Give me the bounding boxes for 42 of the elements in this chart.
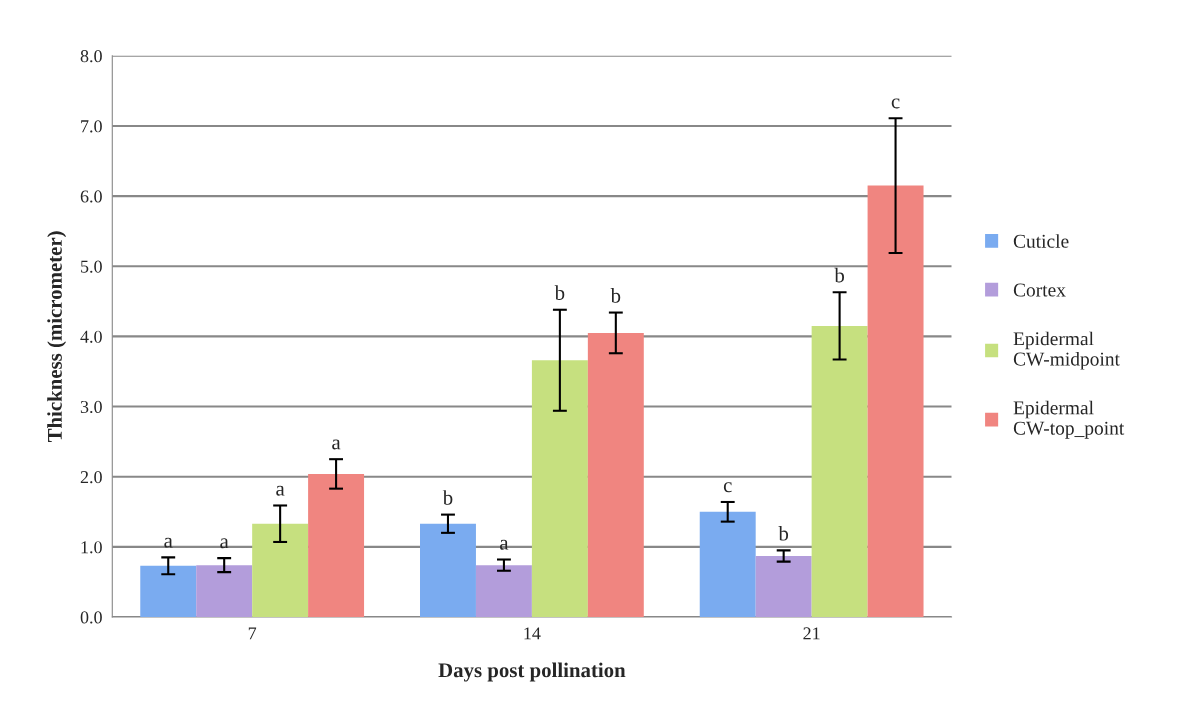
bar xyxy=(196,565,253,618)
annotation: b xyxy=(554,285,565,300)
y-axis-title: Thickness (micrometer) xyxy=(47,231,67,443)
y-tick-label: 1.0 xyxy=(81,541,102,554)
annotation: b xyxy=(778,525,789,541)
x-tick-label: 14 xyxy=(524,627,541,640)
annotation: b xyxy=(442,490,453,505)
bar xyxy=(308,473,365,618)
bar xyxy=(811,325,868,618)
x-tick-label: 21 xyxy=(803,627,820,640)
x-axis-title: Days post pollination xyxy=(438,662,626,682)
legend-label: Cortex xyxy=(1013,283,1066,297)
annotation: b xyxy=(610,288,621,303)
bar xyxy=(699,511,756,618)
bar xyxy=(475,565,532,618)
y-tick-label: 6.0 xyxy=(80,190,102,203)
annotation: a xyxy=(332,439,341,450)
y-tick-label: 4.0 xyxy=(80,330,102,343)
annotation: a xyxy=(500,539,509,550)
bar xyxy=(420,523,476,618)
y-tick-label: 7.0 xyxy=(81,120,102,133)
y-tick-label: 5.0 xyxy=(81,260,102,273)
bar xyxy=(252,523,309,618)
y-tick-label: 3.0 xyxy=(80,400,102,414)
bar xyxy=(140,565,197,618)
annotation: a xyxy=(164,537,173,548)
bar xyxy=(867,185,924,618)
legend-label: Epidermal CW-top_point xyxy=(1013,400,1125,439)
annotation: b xyxy=(834,267,845,283)
annotation: c xyxy=(723,482,732,493)
bar xyxy=(531,360,588,618)
y-tick-label: 8.0 xyxy=(80,50,102,63)
bar xyxy=(755,556,812,618)
legend-label: Cuticle xyxy=(1013,234,1069,248)
annotation: a xyxy=(220,538,229,549)
annotation: a xyxy=(276,485,285,496)
x-tick-label: 7 xyxy=(248,627,257,640)
y-tick-label: 0.0 xyxy=(80,611,102,624)
legend-label: Epidermal CW-midpoint xyxy=(1013,331,1120,370)
annotation: c xyxy=(891,98,900,109)
bar xyxy=(587,332,644,618)
y-tick-label: 2.0 xyxy=(80,470,102,484)
